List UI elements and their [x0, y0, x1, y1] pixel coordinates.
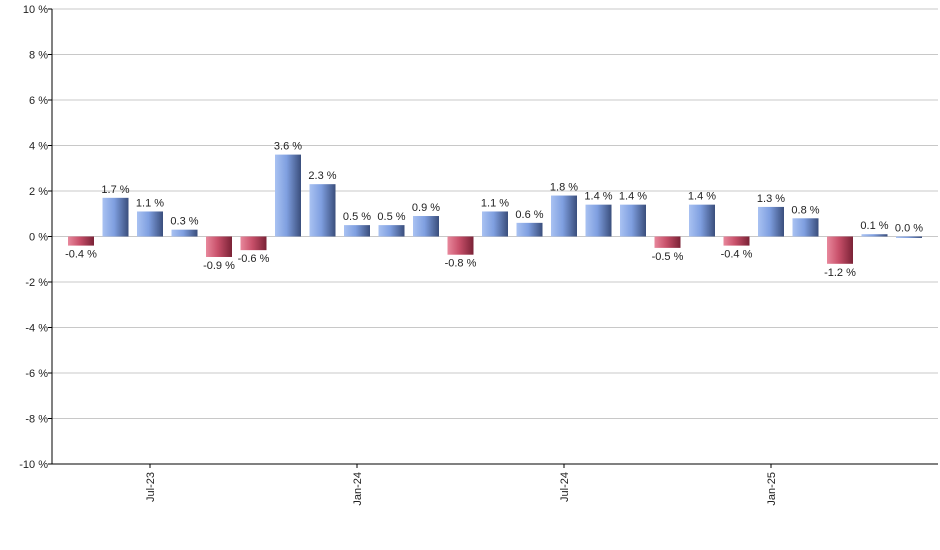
y-tick-label: -4 % [25, 323, 48, 335]
data-label: 0.8 % [791, 204, 819, 216]
y-tick-label: -10 % [19, 459, 48, 471]
bar [206, 236, 232, 257]
data-label: -1.2 % [824, 267, 856, 279]
y-tick-label: -8 % [25, 414, 48, 426]
y-tick-label: 6 % [29, 95, 48, 107]
bar [861, 234, 888, 237]
bar [516, 222, 543, 237]
data-label: 0.5 % [377, 211, 405, 223]
y-axis-tick-labels: -10 % -8 % -6 % -4 % -2 % 0 % 2 % 4 % 6 % 8 % 10 % [19, 4, 48, 471]
data-label: 0.1 % [860, 220, 888, 232]
bar [792, 218, 819, 237]
data-label: -0.5 % [652, 251, 684, 263]
bars [68, 154, 922, 264]
bar [102, 197, 129, 237]
bar [551, 195, 577, 237]
bar [378, 225, 405, 237]
y-tick-label: -6 % [25, 368, 48, 380]
y-tick-label: 10 % [23, 4, 48, 16]
data-label: 1.4 % [619, 191, 647, 203]
bar [620, 204, 646, 237]
data-label: 1.1 % [481, 197, 509, 209]
data-label: 1.8 % [550, 182, 578, 194]
data-label: 0.5 % [343, 211, 371, 223]
bar [482, 211, 508, 237]
y-tick-label: 4 % [29, 141, 48, 153]
y-tick-label: 2 % [29, 186, 48, 198]
data-labels: -0.4 % 1.7 % 1.1 % 0.3 % -0.9 %-0.6 % 3.6 % 2.… [65, 141, 923, 279]
bar [689, 204, 715, 237]
data-label: 0.3 % [170, 216, 198, 228]
x-axis-tick-labels: Jul-23 Jan-24 Jul-24 Jan-25 [145, 472, 778, 506]
data-label: -0.8 % [445, 258, 477, 270]
data-label: -0.9 % [203, 260, 235, 272]
bar [447, 236, 474, 255]
x-tick-label: Jul-24 [559, 472, 571, 502]
bar [275, 154, 301, 237]
y-tick-label: 0 % [29, 232, 48, 244]
bar [654, 236, 681, 248]
data-label: -0.4 % [65, 249, 97, 261]
data-label: -0.6 % [238, 253, 270, 265]
x-tick-label: Jan-25 [766, 472, 778, 506]
data-label: 1.7 % [101, 184, 129, 196]
bar [723, 236, 750, 246]
data-label: 0.6 % [515, 209, 543, 221]
bar [240, 236, 267, 251]
data-label: 1.4 % [688, 191, 716, 203]
data-label: 1.1 % [136, 197, 164, 209]
data-label: 0.9 % [412, 202, 440, 214]
y-tick-label: 8 % [29, 50, 48, 62]
bar [758, 206, 784, 237]
y-tick-label: -2 % [25, 277, 48, 289]
bar [344, 225, 370, 237]
axes [48, 8, 938, 468]
bar [171, 229, 198, 237]
bar [896, 236, 922, 238]
bar [137, 211, 163, 237]
bar [68, 236, 94, 246]
bar [585, 204, 612, 237]
data-label: 3.6 % [274, 141, 302, 153]
bar [827, 236, 853, 264]
x-tick-label: Jan-24 [352, 472, 364, 506]
bar [413, 216, 439, 237]
data-label: -0.4 % [721, 249, 753, 261]
x-tick-label: Jul-23 [145, 472, 157, 502]
data-label: 0.0 % [895, 223, 923, 235]
data-label: 1.3 % [757, 193, 785, 205]
bar [309, 184, 336, 237]
data-label: 1.4 % [584, 191, 612, 203]
data-label: 2.3 % [308, 170, 336, 182]
